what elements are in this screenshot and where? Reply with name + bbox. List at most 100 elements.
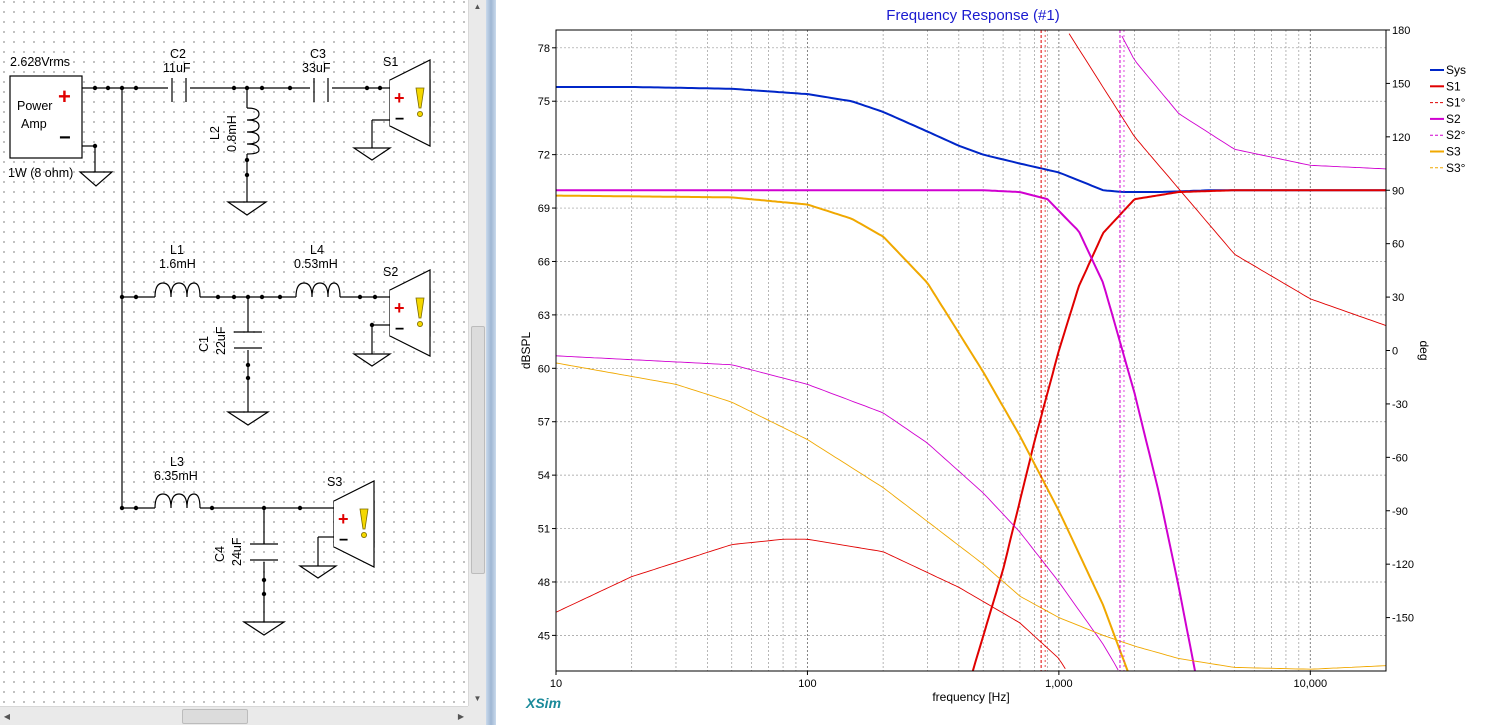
capacitor-c1[interactable]: [232, 328, 264, 352]
y2-tick-label: 0: [1392, 346, 1398, 358]
vertical-scrollbar[interactable]: ▲ ▼: [468, 0, 486, 706]
chart-title: Frequency Response (#1): [886, 7, 1059, 24]
y2-tick-label: -120: [1392, 559, 1414, 571]
scroll-down-icon[interactable]: ▼: [473, 694, 482, 703]
y2-tick-label: 90: [1392, 185, 1404, 197]
x-axis-label: frequency [Hz]: [932, 690, 1009, 704]
l4-name: L4: [310, 243, 324, 257]
y2-tick-label: 120: [1392, 132, 1410, 144]
c4-value: 24uF: [230, 537, 244, 566]
scroll-up-icon[interactable]: ▲: [473, 2, 482, 11]
xsim-logo: XSim: [525, 695, 561, 711]
y-tick-label: 78: [538, 43, 550, 55]
speaker-s2[interactable]: [390, 270, 432, 358]
y2-axis-ticks: 180 150 120 90 60 30 0 -30 -60 -90 -120 -150: [1386, 25, 1414, 625]
y-tick-label: 48: [538, 577, 550, 589]
svg-text:+: +: [338, 509, 349, 529]
schematic-pane[interactable]: + − + − + − + − 2.628Vrms Power: [0, 0, 468, 706]
legend[interactable]: Sys S1 S1° S2 S2° S3 S3°: [1430, 63, 1466, 175]
y-tick-label: 66: [538, 256, 550, 268]
y-tick-label: 45: [538, 630, 550, 642]
l4-value: 0.53mH: [294, 257, 338, 271]
y-tick-label: 54: [538, 470, 550, 482]
grid: [555, 30, 1387, 671]
l2-name: L2: [208, 126, 222, 140]
power-amp[interactable]: [10, 76, 82, 158]
y2-tick-label: -150: [1392, 613, 1414, 625]
pane-splitter[interactable]: [486, 0, 496, 725]
svg-text:−: −: [395, 321, 404, 338]
plot-frame: [555, 29, 1387, 672]
speaker-s1-label: S1: [383, 55, 398, 69]
legend-label: S1°: [1446, 96, 1466, 110]
y-tick-label: 60: [538, 363, 550, 375]
series-layer: [556, 33, 1386, 671]
c1-name: C1: [197, 336, 211, 352]
inductor-l4[interactable]: [294, 280, 342, 300]
series-s1-phase-line: [1068, 33, 1386, 327]
series-s2-phase-line: [1121, 35, 1386, 170]
y-tick-label: 63: [538, 310, 550, 322]
c2-name: C2: [170, 47, 186, 61]
inductor-l3[interactable]: [153, 491, 201, 511]
series-s2-phase-line: [556, 355, 1119, 671]
speaker-s2-label: S2: [383, 265, 398, 279]
speaker-s3[interactable]: [334, 481, 376, 569]
svg-text:−: −: [395, 111, 404, 128]
amp-label-line1: Power: [17, 99, 52, 113]
svg-text:−: −: [59, 127, 71, 149]
capacitor-c4[interactable]: [248, 540, 280, 564]
capacitor-c2[interactable]: [166, 76, 192, 104]
c3-value: 33uF: [302, 61, 331, 75]
y2-axis-label: deg: [1417, 340, 1431, 360]
c2-value: 11uF: [163, 61, 191, 75]
y-tick-label: 72: [538, 150, 550, 162]
y2-tick-label: -90: [1392, 506, 1408, 518]
x-tick-label: 10: [550, 678, 562, 690]
legend-label: S2: [1446, 112, 1461, 126]
inductor-l2[interactable]: [240, 106, 264, 156]
series-sys-line: [556, 86, 1386, 193]
inductor-l1[interactable]: [153, 280, 201, 300]
series-s3-line: [556, 194, 1129, 671]
y-tick-label: 57: [538, 417, 550, 429]
source-voltage-label: 2.628Vrms: [10, 55, 70, 69]
schematic-canvas: + − + − + − + − 2.628Vrms Power: [8, 47, 432, 636]
frequency-response-chart: Frequency Response (#1) 45 48 51 54 57 60 63 66…: [519, 7, 1466, 711]
horizontal-scrollbar[interactable]: ◀ ▶: [0, 706, 468, 725]
crossover-markers: [1040, 30, 1125, 671]
speaker-s1[interactable]: [390, 60, 432, 148]
y2-tick-label: -30: [1392, 399, 1408, 411]
horizontal-scroll-thumb[interactable]: [182, 709, 248, 724]
vertical-scroll-thumb[interactable]: [471, 326, 485, 574]
y2-tick-label: 180: [1392, 25, 1410, 37]
l1-value: 1.6mH: [159, 257, 196, 271]
y-tick-label: 69: [538, 203, 550, 215]
l2-value: 0.8mH: [225, 115, 239, 152]
svg-text:−: −: [339, 532, 348, 549]
c3-name: C3: [310, 47, 326, 61]
y-tick-label: 51: [538, 524, 550, 536]
scroll-corner: [468, 706, 486, 725]
y2-tick-label: 150: [1392, 78, 1410, 90]
speaker-s3-label: S3: [327, 475, 342, 489]
l3-name: L3: [170, 455, 184, 469]
x-axis-ticks: 10 100 1,000 10,000: [550, 671, 1327, 690]
frequency-response-panel[interactable]: Frequency Response (#1) 45 48 51 54 57 60 63 66…: [496, 0, 1486, 725]
capacitor-c3[interactable]: [308, 76, 334, 104]
series-s3-phase-line: [556, 362, 1386, 670]
legend-label: S3°: [1446, 161, 1466, 175]
legend-label: S2°: [1446, 128, 1466, 142]
c1-value: 22uF: [214, 326, 228, 355]
y-tick-label: 75: [538, 96, 550, 108]
svg-text:+: +: [58, 84, 71, 109]
y2-tick-label: 30: [1392, 292, 1404, 304]
series-s1-line: [971, 189, 1386, 671]
x-tick-label: 1,000: [1045, 678, 1073, 690]
l1-name: L1: [170, 243, 184, 257]
scroll-left-icon[interactable]: ◀: [3, 712, 11, 721]
y-axis-ticks: 45 48 51 54 57 60 63 66 69 72 75 78: [538, 43, 556, 642]
scroll-right-icon[interactable]: ▶: [457, 712, 465, 721]
y2-tick-label: -60: [1392, 452, 1408, 464]
